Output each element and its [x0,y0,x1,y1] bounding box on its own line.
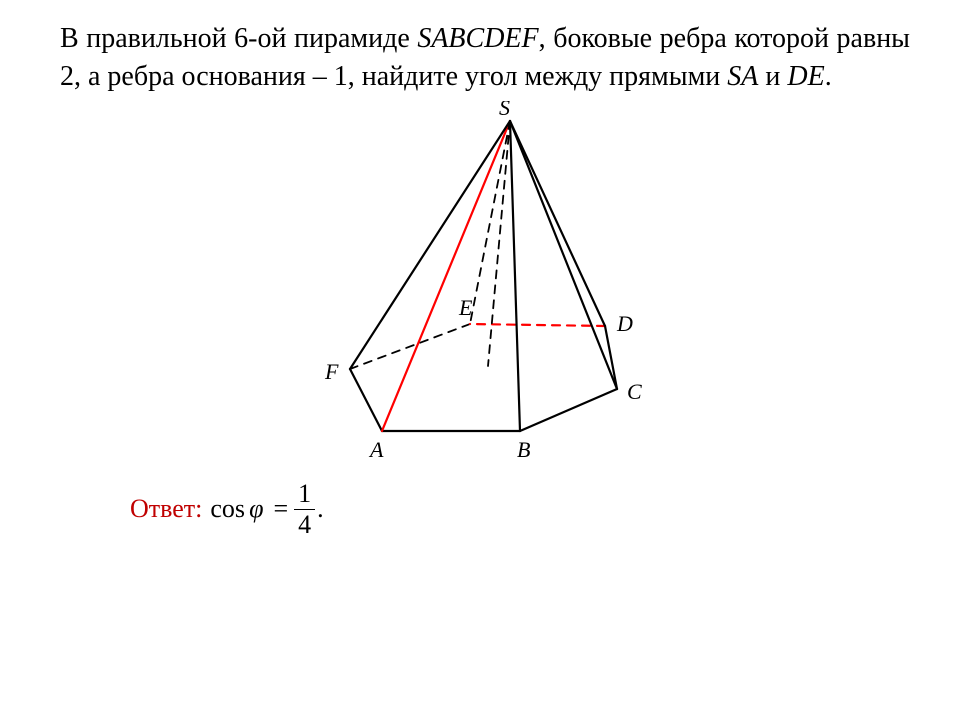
edge-sa: SA [727,61,758,92]
answer-formula: cos φ = 1 4 . [210,481,323,538]
equals-sign: = [273,494,288,524]
text-fragment: , боковые [539,23,652,54]
period: . [317,494,324,524]
phi-symbol: φ [249,494,263,524]
svg-text:B: B [517,437,530,462]
text-fragment: В правильной 6-ой пирамиде [60,23,417,54]
diagram-container: S A B C D E F [60,101,910,481]
svg-text:A: A [368,437,384,462]
fraction: 1 4 [294,481,315,538]
page: В правильной 6-ой пирамиде SABCDEF, боко… [0,0,960,720]
numerator: 1 [294,481,315,509]
text-fragment: и [758,61,787,92]
text-fragment: найдите угол между прямыми [362,61,728,92]
edge-de: DE [787,61,824,92]
answer-line: Ответ: cos φ = 1 4 . [60,481,910,538]
denominator: 4 [294,509,315,538]
text-fragment: . [825,61,832,92]
svg-text:F: F [324,359,339,384]
answer-label: Ответ: [130,494,202,524]
svg-text:D: D [616,311,633,336]
pyramid-name: SABCDEF [417,23,538,54]
svg-text:E: E [458,295,473,320]
cos-text: cos [210,494,245,524]
pyramid-diagram: S A B C D E F [255,101,715,481]
svg-text:C: C [627,379,642,404]
svg-text:S: S [499,101,510,120]
problem-statement: В правильной 6-ой пирамиде SABCDEF, боко… [60,20,910,96]
